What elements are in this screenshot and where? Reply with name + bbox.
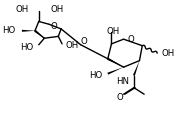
Polygon shape: [22, 30, 35, 32]
Text: O: O: [127, 35, 134, 44]
Text: HO: HO: [2, 26, 15, 35]
Text: HN: HN: [116, 77, 129, 86]
Text: HO: HO: [89, 71, 102, 80]
Polygon shape: [133, 61, 139, 76]
Text: OH: OH: [51, 5, 64, 14]
Text: O: O: [117, 93, 123, 102]
Text: OH: OH: [15, 5, 29, 14]
Text: OH: OH: [107, 27, 120, 36]
Polygon shape: [107, 67, 124, 75]
Text: OH: OH: [66, 41, 79, 50]
Text: O: O: [50, 22, 57, 31]
Text: O: O: [80, 37, 87, 46]
Polygon shape: [107, 58, 124, 67]
Text: HO: HO: [20, 43, 33, 52]
Text: OH: OH: [162, 49, 175, 58]
Polygon shape: [34, 30, 44, 38]
